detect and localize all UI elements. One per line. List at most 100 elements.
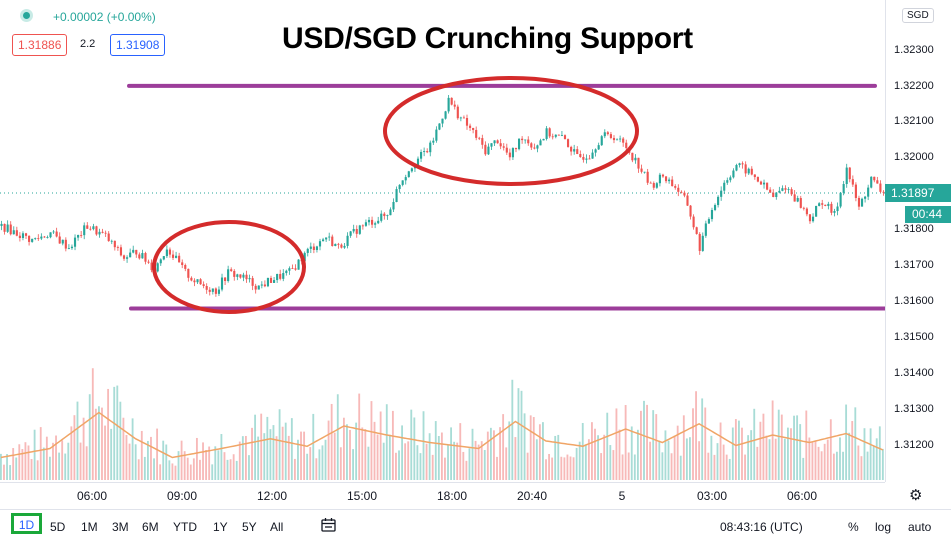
percent-scale-toggle[interactable]: % (848, 520, 859, 534)
candle-body (349, 231, 352, 236)
volume-bar (312, 413, 315, 480)
volume-bar (413, 417, 416, 480)
candle-body (766, 182, 769, 190)
volume-bar (563, 457, 566, 480)
candle-body (873, 176, 876, 181)
log-scale-toggle[interactable]: log (875, 520, 892, 534)
volume-bar (235, 460, 238, 480)
volume-bar (404, 443, 407, 480)
candle-body (28, 235, 31, 242)
candle-body (410, 168, 413, 172)
volume-bar (199, 459, 201, 480)
price-axis[interactable]: SGD 1.32300 1.32200 1.32100 1.32000 1.31… (885, 0, 951, 482)
candle-body (64, 239, 67, 249)
candle-body (643, 171, 646, 173)
candle-body (315, 246, 319, 250)
range-button-3m[interactable]: 3M (112, 520, 129, 534)
volume-bar (125, 435, 128, 480)
volume-bar (765, 435, 768, 480)
candle-body (502, 146, 505, 148)
candle-body (683, 192, 686, 196)
bar-countdown: 00:44 (905, 206, 951, 223)
volume-bar (21, 449, 24, 480)
candle-body (554, 134, 557, 137)
utc-clock[interactable]: 08:43:16 (UTC) (720, 520, 803, 534)
date-range-icon[interactable] (320, 517, 338, 533)
candle-body (279, 273, 282, 279)
candle-body (184, 265, 187, 269)
volume-bar (453, 441, 456, 480)
candle-body (116, 247, 119, 248)
candle-body (603, 132, 606, 137)
auto-scale-toggle[interactable]: auto (908, 520, 932, 534)
range-button-5d[interactable]: 5D (50, 520, 66, 534)
candle-body (58, 236, 61, 244)
candle-body (658, 174, 661, 184)
volume-bar (710, 435, 713, 480)
range-button-1y[interactable]: 1Y (213, 520, 228, 534)
volume-bar (548, 453, 550, 480)
candle-body (113, 240, 116, 248)
volume-bar (493, 430, 495, 480)
volume-bar (30, 459, 33, 480)
candle-body (263, 284, 266, 287)
currency-badge[interactable]: SGD (902, 8, 934, 23)
candle-body (496, 140, 499, 144)
candle-body (358, 225, 361, 234)
candle-body (640, 168, 643, 172)
range-button-6m[interactable]: 6M (142, 520, 159, 534)
volume-bar (309, 447, 312, 480)
range-button-all[interactable]: All (270, 520, 284, 534)
range-button-5y[interactable]: 5Y (242, 520, 257, 534)
volume-bar (238, 441, 241, 480)
volume-bar (346, 424, 348, 480)
candle-body (689, 205, 692, 217)
volume-bar (777, 409, 780, 480)
candle-body (527, 139, 530, 144)
chart-title: USD/SGD Crunching Support (282, 22, 693, 55)
volume-bar (257, 436, 260, 480)
candle-body (750, 168, 753, 175)
volume-bar (88, 394, 91, 480)
volume-bar (440, 432, 443, 480)
candle-body (668, 179, 671, 182)
candle-body (769, 189, 772, 193)
candle-body (3, 223, 6, 232)
range-button-ytd[interactable]: YTD (173, 520, 197, 534)
volume-bar (881, 448, 884, 480)
range-button-1m[interactable]: 1M (81, 520, 98, 534)
candle-body (741, 163, 744, 165)
candle-body (224, 277, 227, 282)
candle-body (24, 233, 28, 236)
volume-bar (480, 441, 483, 480)
price-change: +0.00002 (+0.00%) (53, 10, 156, 24)
volume-bar (600, 453, 603, 480)
candle-body (851, 179, 854, 185)
candle-body (585, 158, 588, 160)
volume-bar (76, 401, 79, 480)
volume-bar (379, 411, 382, 480)
chart-area[interactable]: +0.00002 (+0.00%) 1.31886 2.2 1.31908 US… (0, 0, 885, 482)
candle-body (796, 198, 799, 202)
candle-body (465, 117, 469, 126)
candle-body (867, 187, 870, 197)
volume-bar (324, 439, 327, 480)
chart-settings-icon[interactable]: ⚙ (909, 487, 923, 504)
volume-bar (508, 421, 511, 480)
price-tick: 1.31700 (894, 259, 934, 271)
candle-body (600, 136, 603, 146)
time-axis[interactable]: 06:00 09:00 12:00 15:00 18:00 20:40 5 03… (0, 482, 885, 509)
candle-body (818, 203, 821, 206)
volume-bar (826, 439, 829, 480)
volume-bar (646, 404, 648, 480)
bid-price-button[interactable]: 1.31886 (12, 34, 68, 56)
volume-bar (673, 435, 676, 480)
volume-bar (670, 453, 673, 480)
price-chart[interactable] (0, 0, 885, 482)
low-range-ellipse (152, 220, 306, 314)
ask-price-button[interactable]: 1.31908 (110, 34, 166, 56)
range-button-1d[interactable]: 1D (11, 513, 42, 534)
volume-bar (875, 438, 878, 480)
volume-bar (165, 444, 168, 480)
volume-bar (511, 379, 514, 480)
